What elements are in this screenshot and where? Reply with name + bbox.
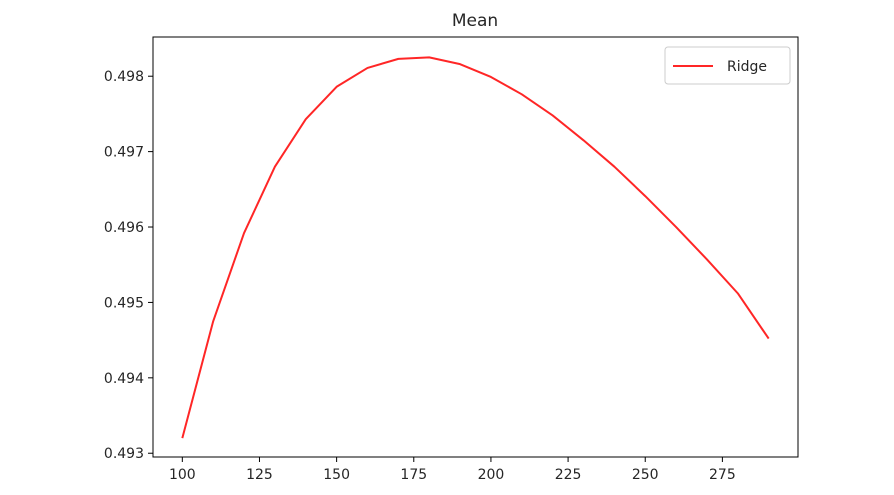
x-tick-label: 125	[246, 467, 273, 483]
x-tick-label: 275	[709, 467, 736, 483]
x-tick-label: 250	[632, 467, 659, 483]
x-tick-label: 200	[478, 467, 505, 483]
chart-title: Mean	[452, 11, 498, 31]
y-tick-label: 0.497	[104, 145, 144, 161]
plot-area	[152, 36, 799, 458]
legend-label: Ridge	[727, 59, 767, 75]
x-tick-label: 175	[400, 467, 427, 483]
y-tick-label: 0.496	[104, 220, 144, 236]
series-line-ridge	[181, 56, 770, 439]
series-layer	[181, 56, 770, 439]
x-tick-label: 100	[169, 467, 196, 483]
y-axis: 0.493 0.494 0.495 0.496 0.497 0.498	[104, 69, 153, 462]
legend: Ridge	[664, 46, 791, 85]
x-axis: 100 125 150 175 200 225 250 275	[169, 457, 736, 483]
plot-frame	[152, 36, 799, 458]
x-tick-label: 150	[323, 467, 350, 483]
y-tick-label: 0.493	[104, 446, 144, 462]
y-tick-label: 0.494	[104, 371, 144, 387]
y-tick-label: 0.495	[104, 295, 144, 311]
x-tick-label: 225	[555, 467, 582, 483]
y-tick-label: 0.498	[104, 69, 144, 85]
legend-box	[664, 46, 791, 85]
